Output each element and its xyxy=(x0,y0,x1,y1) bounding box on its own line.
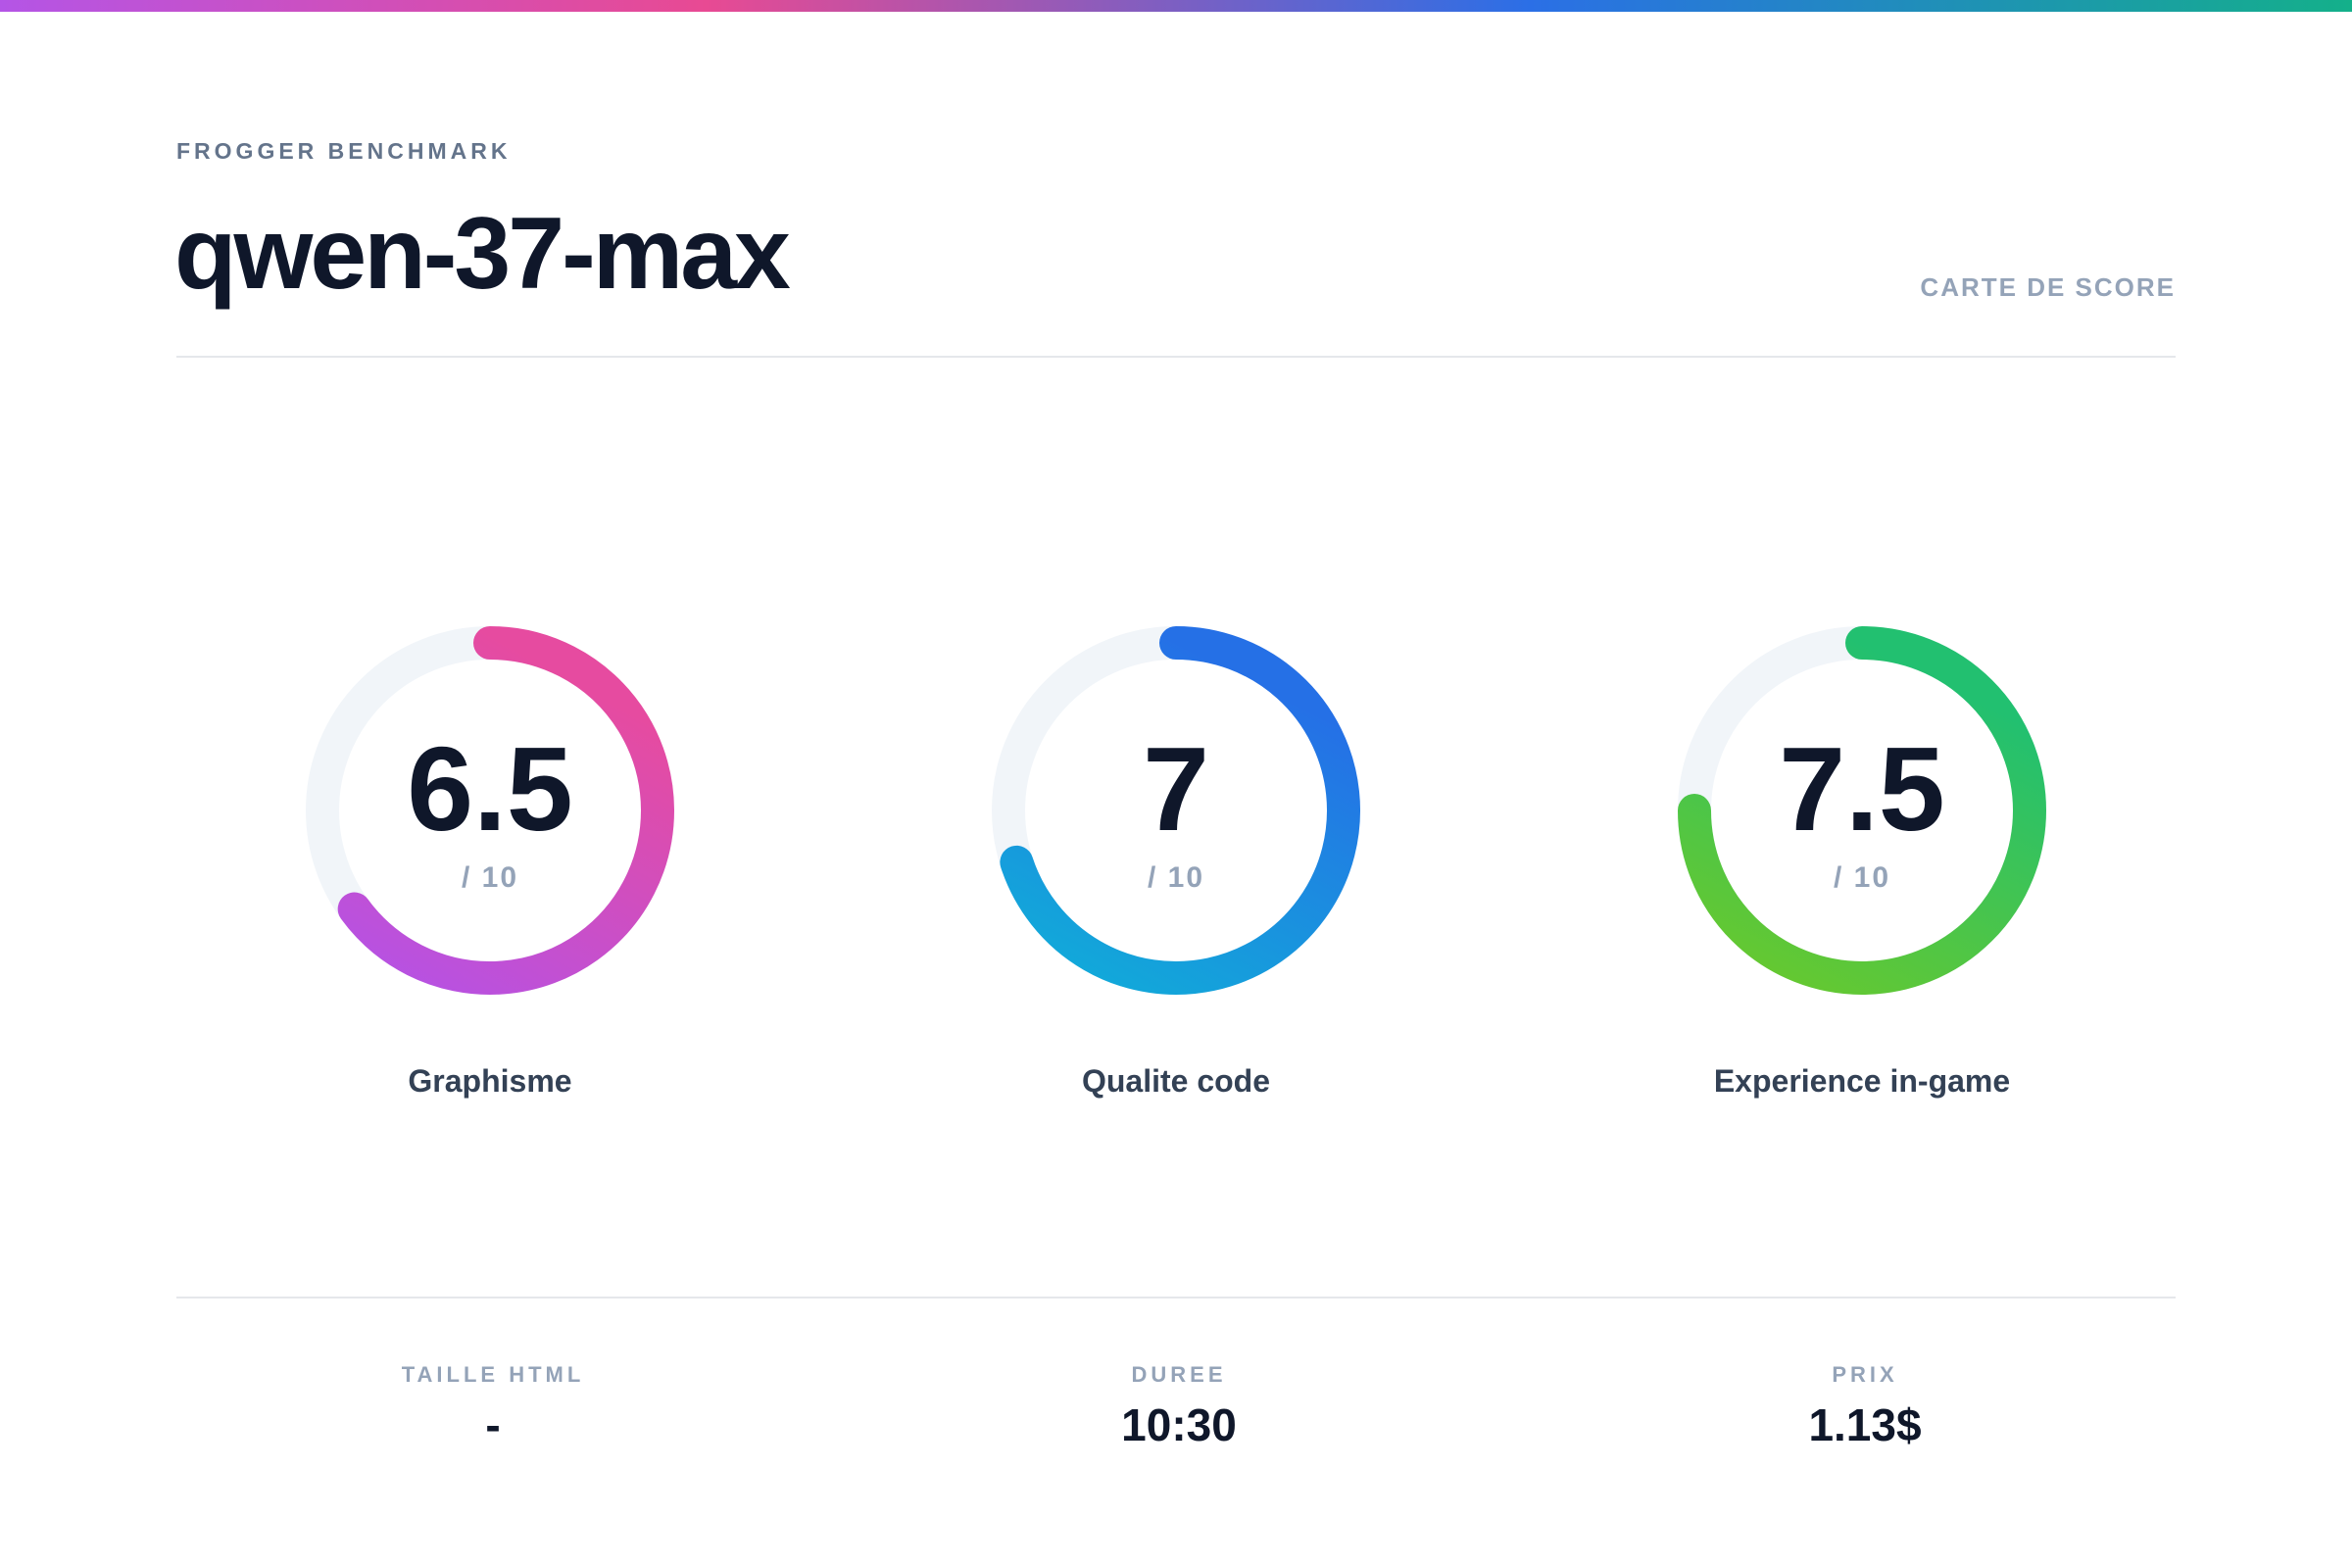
gauge-arc xyxy=(337,626,674,995)
score-label: Graphisme xyxy=(408,1063,571,1099)
score-value: 6.5 xyxy=(407,722,573,856)
stat-value: 1.13$ xyxy=(1808,1399,1921,1450)
title: qwen-37-max xyxy=(174,197,791,311)
stat-label: PRIX xyxy=(1832,1362,1897,1387)
score-value: 7 xyxy=(1143,722,1209,856)
score-max: / 10 xyxy=(462,861,518,894)
stat-value: 10:30 xyxy=(1121,1399,1237,1450)
score-label: Experience in-game xyxy=(1714,1063,2010,1099)
stat-label: DUREE xyxy=(1131,1362,1226,1387)
stat-value: - xyxy=(485,1399,500,1450)
tag: CARTE DE SCORE xyxy=(1920,272,2176,302)
score-max: / 10 xyxy=(1148,861,1204,894)
score-max: / 10 xyxy=(1834,861,1890,894)
score-value: 7.5 xyxy=(1779,722,1945,856)
top-bar xyxy=(0,0,2352,12)
stat-label: TAILLE HTML xyxy=(402,1362,585,1387)
gauge-arc xyxy=(1678,626,2046,995)
score-label: Qualite code xyxy=(1082,1063,1270,1099)
eyebrow: FROGGER BENCHMARK xyxy=(176,138,511,164)
gauge-arc xyxy=(1000,626,1360,995)
